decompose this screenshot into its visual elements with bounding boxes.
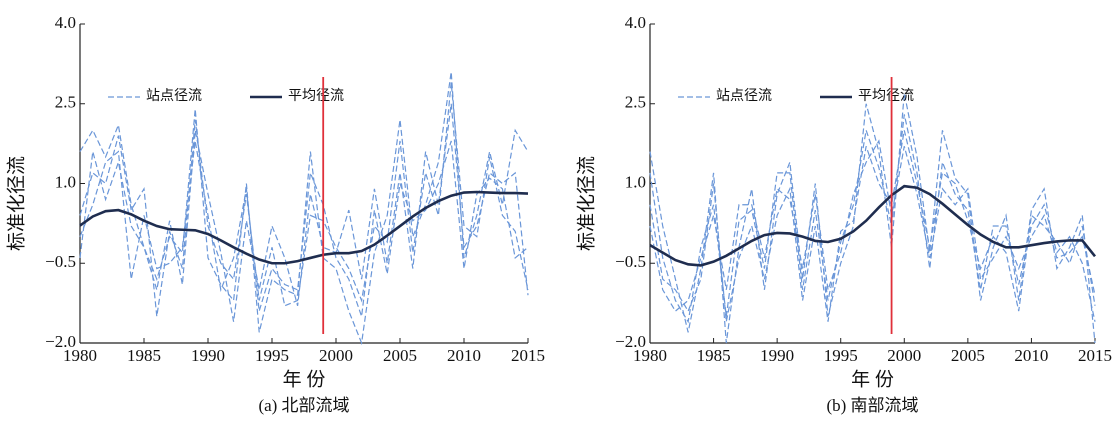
x-tick-label: 1990 (191, 346, 225, 365)
y-tick-label: −0.5 (615, 252, 646, 271)
station-line (649, 139, 1096, 313)
x-tick-label: 1985 (697, 346, 731, 365)
y-tick-label: −2.0 (45, 332, 76, 351)
x-tick-label: 1995 (824, 346, 858, 365)
x-tick-label: 2005 (383, 346, 417, 365)
x-tick-label: 2010 (1014, 346, 1048, 365)
y-tick-label: 4.0 (625, 13, 646, 32)
x-tick-label: 2000 (319, 346, 353, 365)
y-tick-label: 1.0 (625, 172, 646, 191)
y-tick-label: −0.5 (45, 252, 76, 271)
legend-label: 平均径流 (858, 88, 914, 104)
x-tick-label: 1995 (255, 346, 289, 365)
mean-line (79, 190, 529, 265)
x-tick-label: 1990 (760, 346, 794, 365)
y-axis-title: 标准化径流 (5, 156, 27, 251)
x-tick-label: 2015 (511, 346, 545, 365)
x-tick-label: 2015 (1078, 346, 1112, 365)
chart-caption: (a) 北部流域 (258, 396, 349, 415)
y-tick-label: −2.0 (615, 332, 646, 351)
station-line (79, 103, 529, 322)
y-tick-label: 2.5 (625, 93, 646, 112)
x-tick-label: 1980 (63, 346, 97, 365)
chart-caption: (b) 南部流域 (826, 396, 918, 415)
station-line (649, 92, 1096, 344)
x-tick-label: 2010 (447, 346, 481, 365)
y-tick-label: 4.0 (55, 13, 76, 32)
x-axis-title: 年 份 (283, 368, 326, 390)
station-line (649, 114, 1096, 324)
legend-label: 站点径流 (146, 88, 202, 104)
x-tick-label: 1985 (127, 346, 161, 365)
mean-line (649, 184, 1097, 267)
x-tick-label: 1980 (633, 346, 667, 365)
y-tick-label: 2.5 (55, 93, 76, 112)
station-line (649, 130, 1096, 322)
station-line (79, 71, 529, 346)
station-line (79, 140, 529, 317)
legend-label: 平均径流 (288, 88, 344, 104)
station-line (79, 82, 529, 317)
y-tick-label: 1.0 (55, 172, 76, 191)
x-tick-label: 2000 (887, 346, 921, 365)
legend-label: 站点径流 (716, 88, 772, 104)
y-axis-title: 标准化径流 (575, 156, 597, 251)
x-tick-label: 2005 (951, 346, 985, 365)
x-axis-title: 年 份 (851, 368, 894, 390)
